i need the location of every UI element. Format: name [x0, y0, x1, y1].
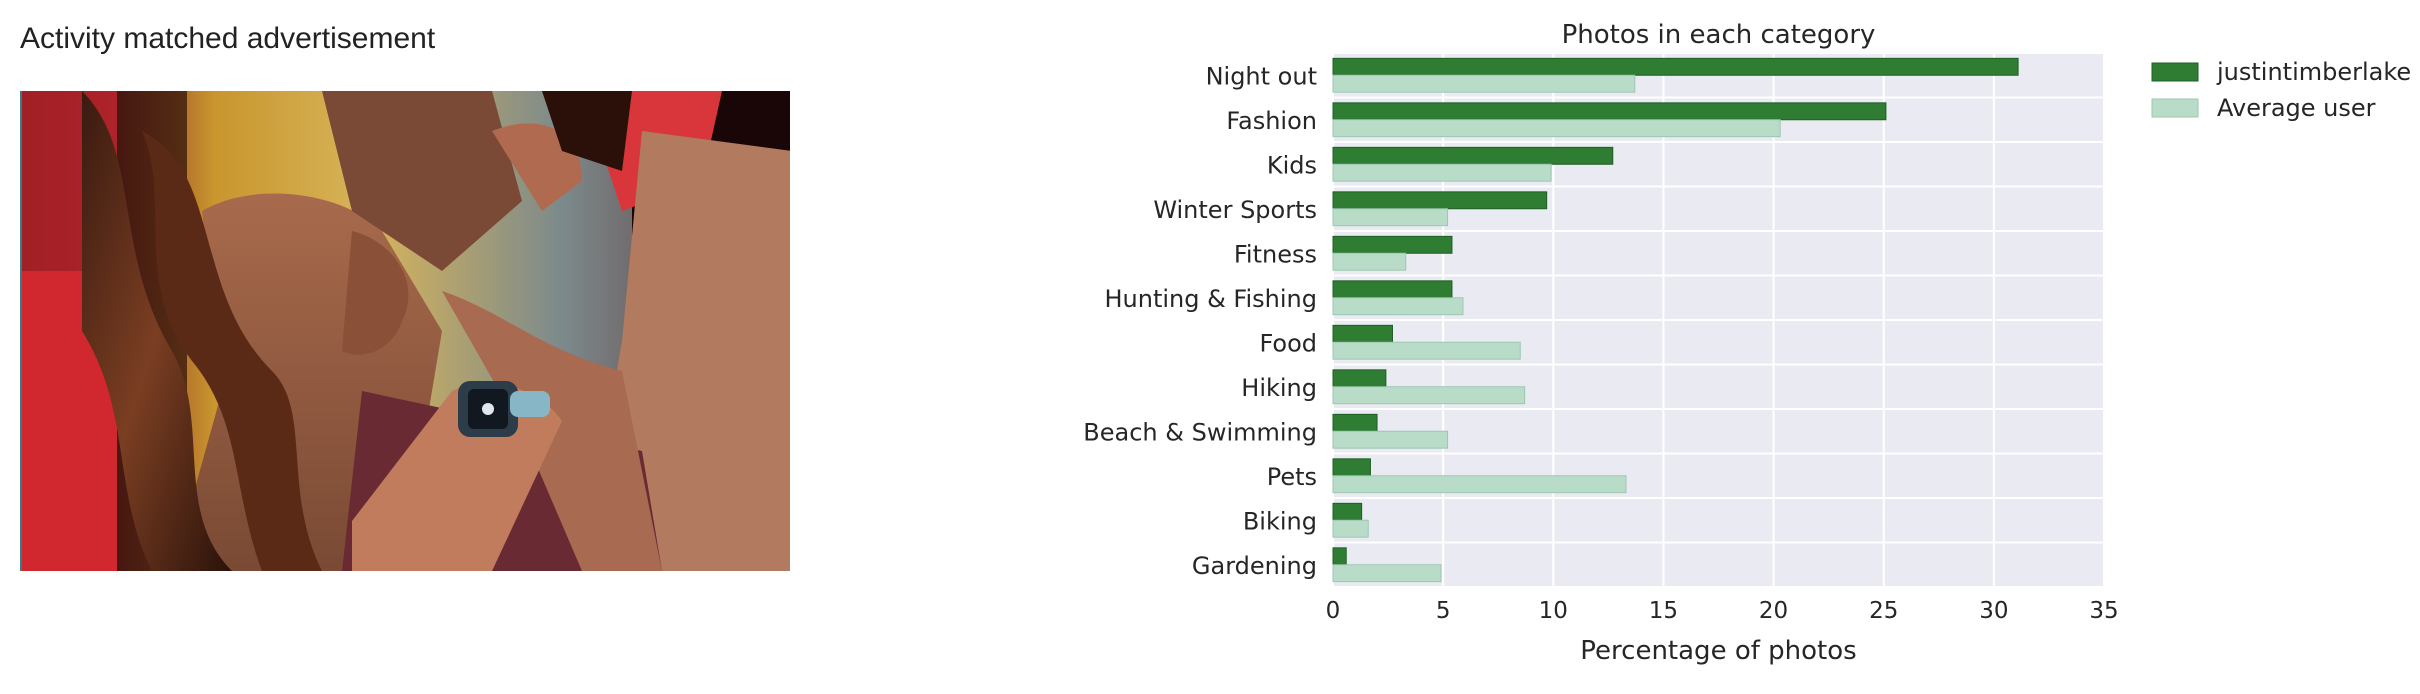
x-tick-label: 25 [1869, 598, 1898, 624]
advertisement-photo [20, 91, 790, 571]
bar-primary-user [1332, 191, 1548, 210]
x-axis-ticks: 0 5 10 15 20 25 30 35 [1326, 598, 2119, 624]
x-tick-label: 5 [1436, 598, 1451, 624]
chart-legend: justintimberlake Average user [2151, 58, 2411, 122]
bar-primary-user [1332, 413, 1378, 432]
bars [1332, 57, 2019, 583]
bar-primary-user [1332, 146, 1614, 165]
bar-average-user [1332, 74, 1636, 93]
category-label: Kids [1267, 151, 1317, 179]
bar-average-user [1332, 341, 1521, 360]
bar-primary-user [1332, 324, 1393, 343]
category-label: Gardening [1192, 552, 1317, 580]
bar-average-user [1332, 430, 1449, 449]
x-tick-label: 20 [1759, 598, 1788, 624]
bar-primary-user [1332, 547, 1347, 566]
category-label: Beach & Swimming [1083, 418, 1317, 446]
bar-average-user [1332, 119, 1781, 138]
ad-heading: Activity matched advertisement [20, 22, 436, 55]
chart-title: Photos in each category [1562, 20, 1876, 50]
bar-primary-user [1332, 235, 1453, 254]
category-label: Fitness [1234, 240, 1317, 268]
category-label: Biking [1243, 507, 1317, 535]
legend-label: justintimberlake [2216, 58, 2411, 86]
x-tick-label: 30 [1979, 598, 2008, 624]
x-tick-label: 0 [1326, 598, 1341, 624]
advertisement-photo-art [22, 91, 790, 571]
legend-swatch [2151, 98, 2199, 118]
x-tick-label: 35 [2089, 598, 2118, 624]
category-label: Hunting & Fishing [1104, 285, 1317, 313]
bar-average-user [1332, 519, 1369, 538]
category-labels: Night out Fashion Kids Winter Sports Fitness… [1083, 62, 1317, 580]
bar-primary-user [1332, 458, 1371, 477]
bar-average-user [1332, 297, 1464, 316]
bar-average-user [1332, 208, 1449, 227]
x-tick-label: 15 [1649, 598, 1678, 624]
bar-primary-user [1332, 102, 1887, 121]
bar-primary-user [1332, 57, 2019, 76]
category-label: Fashion [1226, 107, 1317, 135]
category-label: Pets [1267, 463, 1317, 491]
legend-label: Average user [2217, 94, 2376, 122]
x-axis-label: Percentage of photos [1580, 636, 1856, 666]
legend-swatch [2151, 62, 2199, 82]
gridlines [1332, 52, 2105, 588]
bar-primary-user [1332, 280, 1453, 299]
bar-primary-user [1332, 502, 1363, 521]
bar-average-user [1332, 252, 1407, 271]
bar-average-user [1332, 475, 1627, 494]
category-label: Night out [1206, 62, 1317, 90]
bar-primary-user [1332, 369, 1387, 388]
bar-average-user [1332, 564, 1442, 583]
category-label: Winter Sports [1153, 196, 1317, 224]
bar-average-user [1332, 163, 1552, 182]
bar-average-user [1332, 386, 1526, 405]
category-label: Food [1259, 329, 1317, 357]
x-tick-label: 10 [1539, 598, 1568, 624]
category-label: Hiking [1241, 374, 1317, 402]
